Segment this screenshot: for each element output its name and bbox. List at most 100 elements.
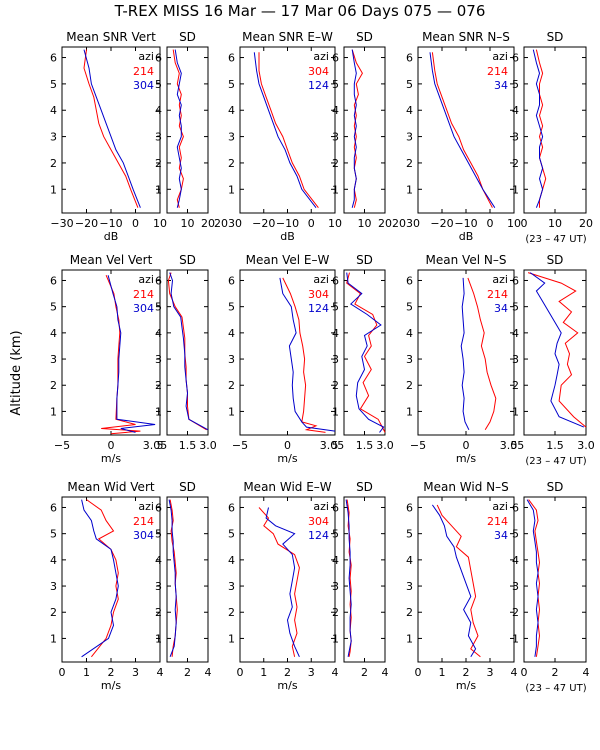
x-tick-label: 0 bbox=[308, 217, 315, 230]
series-line-blue bbox=[351, 49, 357, 208]
x-tick-label: 0 bbox=[487, 217, 494, 230]
x-tick-label: 4 bbox=[157, 666, 164, 679]
panel-frame bbox=[523, 46, 587, 214]
legend-entry: 34 bbox=[494, 302, 508, 315]
x-tick-label: 0 bbox=[237, 666, 244, 679]
legend-entry: 304 bbox=[133, 79, 154, 92]
panel-title: Mean Wid Vert bbox=[67, 480, 154, 494]
y-tick-label: 6 bbox=[155, 274, 162, 287]
x-axis-label: m/s bbox=[101, 452, 121, 465]
x-tick-label: 4 bbox=[511, 666, 518, 679]
y-tick-label: 6 bbox=[332, 52, 339, 65]
time-range-label: (23 – 47 UT) bbox=[525, 456, 586, 467]
y-tick-label: 2 bbox=[406, 606, 413, 619]
series-line-red bbox=[169, 499, 178, 657]
series-line-blue bbox=[460, 277, 470, 431]
x-tick-label: 0 bbox=[463, 439, 470, 452]
y-tick-label: 1 bbox=[512, 632, 519, 645]
y-tick-label: 6 bbox=[228, 274, 235, 287]
x-tick-label: 1.5 bbox=[356, 439, 374, 452]
y-tick-label: 3 bbox=[406, 353, 413, 366]
x-tick-label: 5 bbox=[511, 439, 518, 452]
x-tick-label: 5 bbox=[332, 439, 339, 452]
series-line-blue bbox=[107, 275, 156, 433]
legend-entry: 214 bbox=[487, 288, 508, 301]
panel-title: Mean Wid N–S bbox=[423, 480, 508, 494]
x-tick-label: 1 bbox=[439, 666, 446, 679]
x-tick-label: 3.0 bbox=[199, 439, 217, 452]
x-axis-label: dB bbox=[104, 230, 119, 243]
panel-title: SD bbox=[547, 30, 564, 44]
x-axis-label: dB bbox=[459, 230, 474, 243]
series-line-blue bbox=[346, 272, 385, 433]
y-tick-label: 3 bbox=[512, 580, 519, 593]
y-tick-label: 4 bbox=[228, 327, 235, 340]
y-tick-label: 3 bbox=[50, 131, 57, 144]
y-tick-label: 2 bbox=[332, 157, 339, 170]
x-tick-label-overlap: 2030 bbox=[214, 217, 242, 230]
panel-title: SD bbox=[179, 480, 196, 494]
y-tick-label: 6 bbox=[50, 501, 57, 514]
legend-title: azi bbox=[138, 273, 154, 286]
legend-title: azi bbox=[492, 500, 508, 513]
y-tick-label: 2 bbox=[50, 157, 57, 170]
y-tick-label: 3 bbox=[512, 353, 519, 366]
y-tick-label: 5 bbox=[228, 528, 235, 541]
legend-entry: 214 bbox=[133, 515, 154, 528]
y-tick-label: 2 bbox=[512, 157, 519, 170]
x-tick-label: 0 bbox=[132, 217, 139, 230]
time-range-label: (23 – 47 UT) bbox=[525, 683, 586, 694]
x-tick-label: −30 bbox=[50, 217, 73, 230]
series-line-blue bbox=[429, 52, 496, 208]
panel-vel-3: SD 1 2 3 4 5 6 1.5 3.0 3.05 bbox=[320, 253, 394, 452]
y-tick-label: 4 bbox=[406, 327, 413, 340]
y-tick-label: 3 bbox=[155, 353, 162, 366]
y-tick-label: 2 bbox=[512, 606, 519, 619]
y-tick-label: 5 bbox=[228, 78, 235, 91]
legend-entry: 34 bbox=[494, 79, 508, 92]
x-tick-label-overlap: 3.05 bbox=[143, 439, 168, 452]
legend-entry: 34 bbox=[494, 529, 508, 542]
y-tick-label: 2 bbox=[50, 606, 57, 619]
y-tick-label: 6 bbox=[406, 501, 413, 514]
y-tick-label: 4 bbox=[332, 104, 339, 117]
y-tick-label: 1 bbox=[406, 632, 413, 645]
y-tick-label: 3 bbox=[512, 131, 519, 144]
x-tick-label: 10 bbox=[181, 217, 195, 230]
legend-entry: 304 bbox=[308, 515, 329, 528]
series-line-red bbox=[351, 49, 363, 208]
y-tick-label: 1 bbox=[50, 632, 57, 645]
y-tick-label: 2 bbox=[228, 379, 235, 392]
y-tick-label: 4 bbox=[332, 327, 339, 340]
y-tick-label: 2 bbox=[155, 157, 162, 170]
legend-entry: 304 bbox=[133, 529, 154, 542]
panel-snr-5: SD 1 2 3 4 5 6 0 10 20 bbox=[512, 30, 593, 230]
legend-entry: 124 bbox=[308, 529, 329, 542]
y-tick-label: 5 bbox=[155, 301, 162, 314]
series-line-red bbox=[258, 507, 300, 657]
y-tick-label: 5 bbox=[512, 528, 519, 541]
panel-vel-5: SD 1 2 3 4 5 6 1.5 3.0 3.05 bbox=[500, 253, 595, 452]
x-tick-label: 2 bbox=[108, 666, 115, 679]
y-tick-label: 3 bbox=[50, 353, 57, 366]
y-tick-label: 3 bbox=[332, 353, 339, 366]
y-tick-label: 6 bbox=[332, 274, 339, 287]
y-tick-label: 4 bbox=[155, 104, 162, 117]
panel-frame bbox=[343, 269, 386, 436]
y-tick-label: 2 bbox=[406, 157, 413, 170]
x-tick-label: 10 bbox=[548, 217, 562, 230]
panel-title: Mean Wid E–W bbox=[243, 480, 331, 494]
panel-title: Mean Vel Vert bbox=[70, 253, 153, 267]
series-line-red bbox=[282, 277, 326, 433]
series-line-blue bbox=[83, 49, 141, 208]
y-tick-label: 1 bbox=[406, 405, 413, 418]
x-tick-label: 0 bbox=[521, 217, 528, 230]
x-tick-label: 10 bbox=[507, 217, 521, 230]
legend-title: azi bbox=[138, 50, 154, 63]
